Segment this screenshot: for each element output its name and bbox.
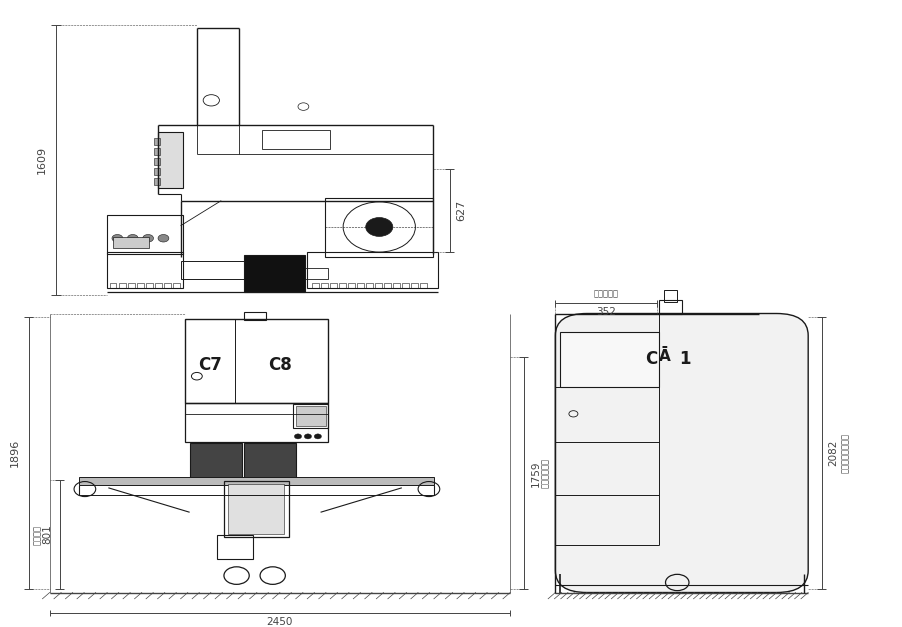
Bar: [153, 148, 160, 155]
Bar: [244, 443, 296, 480]
Text: パネル位置: パネル位置: [594, 290, 618, 298]
Bar: [383, 283, 391, 288]
Circle shape: [304, 434, 311, 439]
Text: 1609: 1609: [36, 146, 47, 174]
Text: 作業位置: 作業位置: [33, 525, 42, 544]
Bar: [401, 283, 409, 288]
Bar: [224, 481, 289, 537]
Bar: [356, 283, 364, 288]
Bar: [559, 332, 658, 387]
Bar: [189, 443, 242, 480]
Bar: [320, 283, 327, 288]
Bar: [347, 283, 354, 288]
Bar: [153, 168, 160, 175]
Text: C8: C8: [268, 356, 291, 374]
Bar: [137, 283, 143, 288]
Text: C: C: [644, 350, 657, 367]
Circle shape: [365, 218, 392, 236]
Text: ホッパー高さ: ホッパー高さ: [540, 458, 549, 488]
Text: 627: 627: [456, 200, 466, 221]
Bar: [392, 283, 400, 288]
Bar: [158, 132, 183, 188]
Bar: [119, 283, 125, 288]
Bar: [244, 255, 305, 292]
Bar: [106, 215, 183, 254]
Bar: [128, 283, 134, 288]
Text: バット反転時最大: バット反転時最大: [840, 433, 849, 473]
Bar: [227, 484, 284, 534]
Bar: [153, 158, 160, 165]
Text: 1759: 1759: [529, 460, 540, 487]
Circle shape: [314, 434, 321, 439]
Circle shape: [294, 434, 301, 439]
Bar: [110, 283, 116, 288]
Bar: [338, 283, 345, 288]
Bar: [305, 268, 327, 279]
Bar: [663, 290, 676, 302]
Bar: [153, 178, 160, 185]
Bar: [329, 283, 336, 288]
FancyBboxPatch shape: [555, 314, 807, 593]
Text: 352: 352: [595, 307, 616, 317]
Text: 1: 1: [678, 350, 690, 367]
Text: 801: 801: [41, 525, 52, 544]
Bar: [311, 283, 318, 288]
Text: Ā: Ā: [658, 349, 670, 364]
Bar: [658, 300, 681, 314]
Circle shape: [158, 234, 169, 242]
Bar: [325, 198, 433, 257]
Bar: [164, 283, 170, 288]
Bar: [296, 406, 326, 426]
Bar: [113, 237, 149, 248]
Bar: [173, 283, 179, 288]
Circle shape: [112, 234, 123, 242]
Bar: [146, 283, 152, 288]
Text: 2082: 2082: [827, 440, 838, 466]
Bar: [365, 283, 373, 288]
Bar: [262, 130, 329, 149]
Bar: [216, 535, 253, 559]
Text: C7: C7: [198, 356, 222, 374]
Bar: [244, 312, 266, 320]
Bar: [180, 261, 244, 279]
Bar: [419, 283, 427, 288]
Bar: [185, 319, 327, 403]
Bar: [106, 252, 183, 288]
Bar: [410, 283, 418, 288]
Bar: [155, 283, 161, 288]
Bar: [293, 404, 327, 428]
Text: 2450: 2450: [266, 617, 293, 627]
Bar: [185, 403, 327, 442]
Bar: [374, 283, 382, 288]
Bar: [307, 252, 437, 288]
Text: 1896: 1896: [9, 439, 20, 467]
Circle shape: [127, 234, 138, 242]
Bar: [153, 138, 160, 145]
Circle shape: [143, 234, 153, 242]
Bar: [79, 477, 434, 485]
